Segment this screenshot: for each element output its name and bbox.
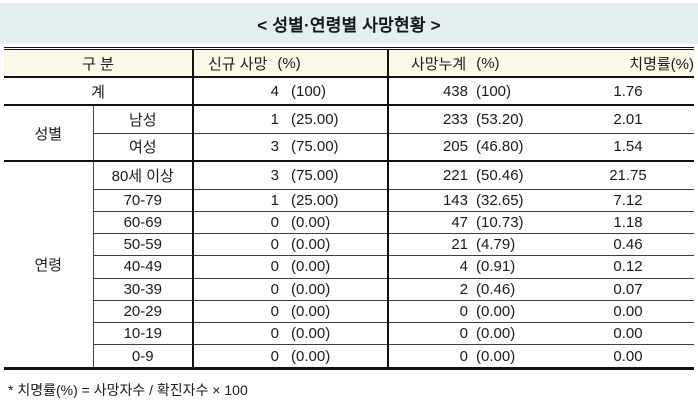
table-row-age-60-69: 60-69 0 (0.00) 47 (10.73) 1.18 [4, 210, 694, 234]
age30-new-pct: (0.00) [291, 280, 331, 298]
age60-cum-count: 47 [451, 213, 468, 231]
header-fatality-rate: 치명률(%) [562, 48, 694, 77]
male-cum-count: 233 [442, 111, 468, 129]
age80-fatality-rate: 21.75 [562, 160, 694, 189]
total-cum-pct: (100) [476, 82, 512, 100]
age0-cum-pct: (0.00) [476, 347, 516, 365]
age60-new-pct: (0.00) [291, 213, 331, 231]
table-row-male: 성별 남성 1 (25.00) 233 (53.20) 2.01 [4, 104, 694, 162]
age50-cum-pct: (4.79) [476, 236, 516, 254]
age0-new-count: 0 [270, 347, 279, 365]
female-cum-pct: (46.80) [476, 138, 524, 156]
row-label-male: 남성 [93, 104, 194, 134]
row-label-age-30-39: 30-39 [93, 277, 194, 301]
age50-fatality-rate: 0.46 [562, 233, 694, 256]
male-new-pct: (25.00) [291, 111, 339, 129]
age30-cum-pct: (0.46) [476, 280, 516, 298]
age80-cum-count: 221 [442, 166, 468, 184]
age70-new-pct: (25.00) [291, 191, 339, 209]
age10-fatality-rate: 0.00 [562, 322, 694, 345]
table-row-age-10-19: 10-19 0 (0.00) 0 (0.00) 0.00 [4, 322, 694, 345]
fatality-rate-footnote: * 치명률(%) = 사망자수 / 확진자수 × 100 [8, 382, 248, 398]
row-label-female: 여성 [93, 132, 194, 162]
header-cum-deaths: 사망누계 (%) [388, 48, 562, 77]
age60-fatality-rate: 1.18 [562, 210, 694, 234]
group-label-gender: 성별 [4, 104, 94, 162]
female-cum-count: 205 [442, 138, 468, 156]
age50-new-pct: (0.00) [291, 236, 331, 254]
group-label-age: 연령 [4, 160, 94, 369]
row-label-age-60-69: 60-69 [93, 210, 194, 234]
table-row-age-70-79: 70-79 1 (25.00) 143 (32.65) 7.12 [4, 188, 694, 212]
page-title: < 성별·연령별 사망현황 > [257, 16, 441, 35]
female-fatality-rate: 1.54 [562, 132, 694, 162]
age70-cum-pct: (32.65) [476, 191, 524, 209]
age70-cum-count: 143 [442, 191, 468, 209]
row-label-age-70-79: 70-79 [93, 188, 194, 212]
age30-fatality-rate: 0.07 [562, 277, 694, 301]
age10-cum-count: 0 [459, 325, 468, 343]
male-new-count: 1 [270, 111, 279, 129]
age0-new-pct: (0.00) [291, 347, 331, 365]
header-new-deaths-label: 신규 사망 [208, 55, 268, 73]
table-row-female: 여성 3 (75.00) 205 (46.80) 1.54 [4, 132, 694, 162]
row-label-age-0-9: 0-9 [93, 344, 194, 369]
table-row-age-20-29: 20-29 0 (0.00) 0 (0.00) 0.00 [4, 299, 694, 323]
age40-cum-pct: (0.91) [476, 258, 516, 276]
age40-cum-count: 4 [459, 258, 468, 276]
age40-new-count: 0 [270, 258, 279, 276]
row-label-age-50-59: 50-59 [93, 233, 194, 256]
age30-new-count: 0 [270, 280, 279, 298]
row-label-age-80plus: 80세 이상 [93, 160, 194, 189]
age10-cum-pct: (0.00) [476, 325, 516, 343]
age80-new-pct: (75.00) [291, 166, 339, 184]
age20-cum-pct: (0.00) [476, 302, 516, 320]
age70-new-count: 1 [270, 191, 279, 209]
male-cum-pct: (53.20) [476, 111, 524, 129]
age80-new-count: 3 [270, 166, 279, 184]
male-fatality-rate: 2.01 [562, 104, 694, 134]
age20-new-count: 0 [270, 302, 279, 320]
age50-new-count: 0 [270, 236, 279, 254]
table-title-bar: < 성별·연령별 사망현황 > [0, 3, 698, 44]
total-new-count: 4 [270, 82, 279, 100]
row-label-age-40-49: 40-49 [93, 255, 194, 279]
total-cum-count: 438 [442, 82, 468, 100]
age60-new-count: 0 [270, 213, 279, 231]
age40-fatality-rate: 0.12 [562, 255, 694, 279]
age0-fatality-rate: 0.00 [562, 344, 694, 369]
header-cum-deaths-label: 사망누계 [411, 55, 467, 73]
age40-new-pct: (0.00) [291, 258, 331, 276]
total-new-pct: (100) [291, 82, 327, 100]
header-cum-deaths-pct: (%) [476, 54, 500, 72]
row-label-total: 계 [4, 75, 194, 106]
female-new-pct: (75.00) [291, 138, 339, 156]
row-label-age-20-29: 20-29 [93, 299, 194, 323]
age20-new-pct: (0.00) [291, 302, 331, 320]
header-category: 구 분 [4, 48, 194, 77]
death-status-table: 구 분 신규 사망 (%) 사망누계 (%) 치명률(%) 계 4 (100) 438… [4, 47, 694, 370]
age20-fatality-rate: 0.00 [562, 299, 694, 323]
age10-new-pct: (0.00) [291, 325, 331, 343]
total-fatality-rate: 1.76 [562, 75, 694, 106]
header-new-deaths: 신규 사망 (%) [193, 48, 389, 77]
female-new-count: 3 [270, 138, 279, 156]
age30-cum-count: 2 [459, 280, 468, 298]
table-row-age-50-59: 50-59 0 (0.00) 21 (4.79) 0.46 [4, 233, 694, 256]
age20-cum-count: 0 [459, 302, 468, 320]
table-row-total: 계 4 (100) 438 (100) 1.76 [4, 75, 694, 106]
age70-fatality-rate: 7.12 [562, 188, 694, 212]
table-header-row: 구 분 신규 사망 (%) 사망누계 (%) 치명률(%) [4, 48, 694, 77]
table-row-age-30-39: 30-39 0 (0.00) 2 (0.46) 0.07 [4, 277, 694, 301]
age0-cum-count: 0 [459, 347, 468, 365]
age80-cum-pct: (50.46) [476, 166, 524, 184]
table-row-age-80plus: 연령 80세 이상 3 (75.00) 221 (50.46) 21.75 [4, 160, 694, 369]
age10-new-count: 0 [270, 325, 279, 343]
age50-cum-count: 21 [451, 236, 468, 254]
table-row-age-40-49: 40-49 0 (0.00) 4 (0.91) 0.12 [4, 255, 694, 279]
row-label-age-10-19: 10-19 [93, 322, 194, 345]
header-new-deaths-pct: (%) [277, 54, 301, 72]
table-row-age-0-9: 0-9 0 (0.00) 0 (0.00) 0.00 [4, 344, 694, 369]
age60-cum-pct: (10.73) [476, 213, 524, 231]
